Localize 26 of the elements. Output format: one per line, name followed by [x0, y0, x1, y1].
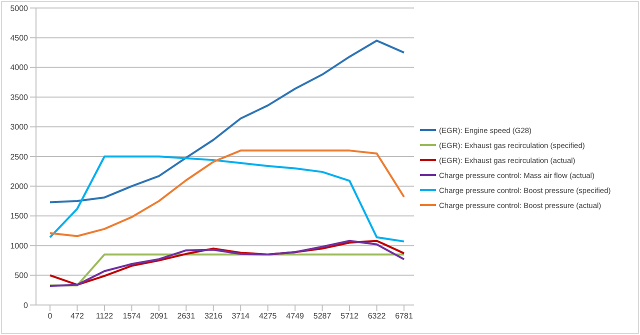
y-tick-label: 2500	[10, 152, 29, 162]
x-tick-label: 4275	[258, 312, 278, 321]
y-tick-label: 1500	[10, 212, 29, 221]
x-tick-label: 3216	[204, 312, 223, 321]
x-tick-label: 2631	[177, 312, 196, 321]
x-tick-label: 4749	[286, 312, 305, 321]
y-tick-label: 4500	[10, 34, 29, 43]
x-tick-label: 3714	[232, 312, 250, 321]
y-tick-label: 1000	[10, 241, 29, 250]
x-tick-label: 6322	[368, 312, 386, 321]
y-tick-label: 5000	[10, 4, 29, 13]
x-tick-label: 0	[48, 312, 53, 321]
y-tick-label: 4000	[10, 63, 29, 72]
y-tick-label: 2000	[10, 182, 29, 192]
y-tick-label: 3000	[10, 122, 29, 132]
x-tick-label: 6781	[395, 312, 414, 321]
x-tick-label: 2091	[150, 312, 168, 321]
x-tick-label: 472	[70, 312, 84, 321]
line-series	[49, 40, 405, 204]
x-tick-label: 5712	[340, 312, 359, 321]
x-tick-label: 5287	[313, 312, 332, 321]
y-tick-label: 500	[14, 271, 29, 280]
y-tick-label: 3500	[10, 92, 29, 102]
y-tick-label: 0	[24, 300, 29, 310]
x-tick-label: 1574	[122, 312, 142, 321]
x-tick-label: 1122	[96, 312, 114, 321]
